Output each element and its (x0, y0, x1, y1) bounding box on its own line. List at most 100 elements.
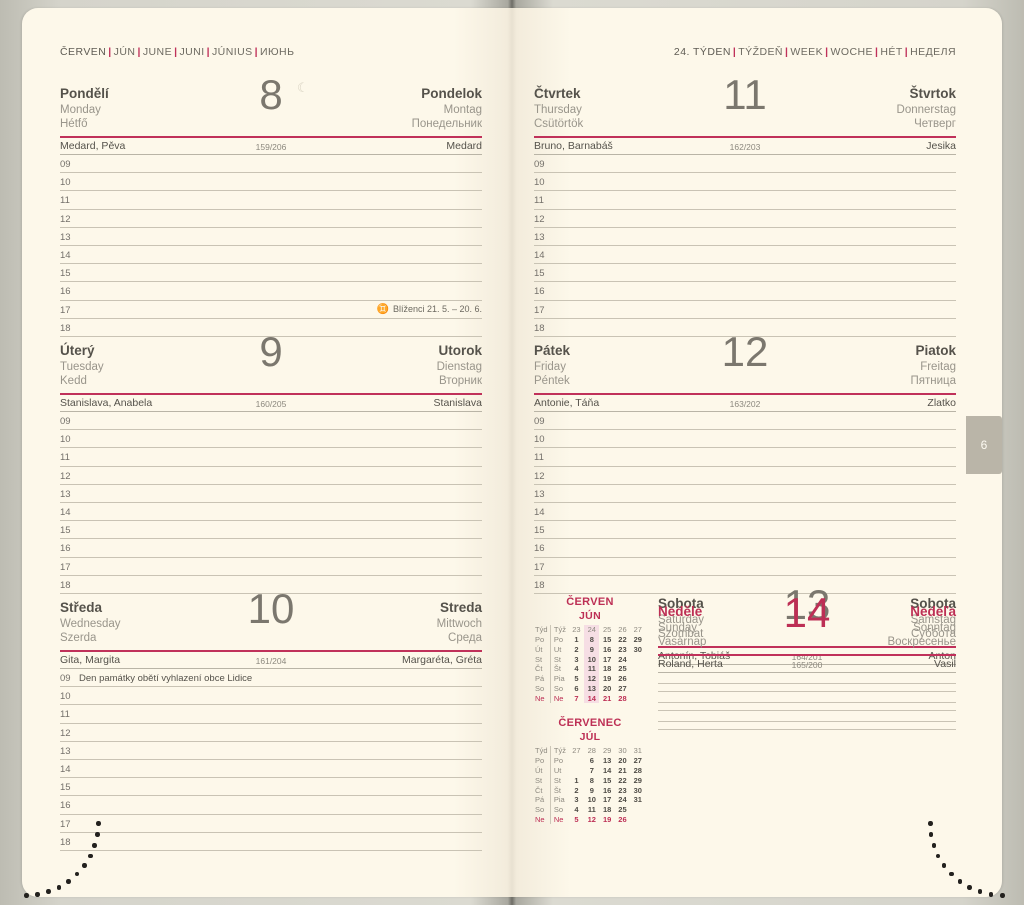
mini-calendar-day[interactable]: 19 (602, 814, 612, 824)
mini-calendar-day[interactable]: 21 (618, 765, 627, 775)
mini-calendar-day[interactable]: 24 (618, 795, 627, 805)
mini-calendar-day[interactable]: 27 (618, 683, 627, 693)
mini-calendar-day[interactable]: 31 (633, 795, 642, 805)
hour-row-12[interactable]: 12 (60, 467, 482, 485)
hour-row-11[interactable]: 11 (534, 191, 956, 210)
mini-calendar-day[interactable]: 24 (618, 654, 627, 664)
month-tab-6[interactable]: 6 (966, 416, 1002, 474)
hour-row-18[interactable]: 18 (60, 319, 482, 337)
hour-row-14[interactable]: 14 (60, 246, 482, 265)
mini-calendar-day[interactable]: 29 (633, 635, 642, 645)
hour-row-17[interactable]: 17 (534, 558, 956, 576)
mini-calendar-day[interactable]: 3 (574, 795, 579, 805)
mini-calendar-day[interactable]: 20 (618, 756, 627, 766)
mini-calendar-day[interactable]: 25 (618, 664, 627, 674)
mini-calendar-day[interactable]: 14 (584, 693, 600, 704)
mini-calendar-day[interactable]: 9 (589, 785, 594, 795)
hour-row-16[interactable]: 16 (60, 539, 482, 558)
hour-row-15[interactable]: 15 (534, 264, 956, 283)
mini-calendar-day[interactable]: 8 (589, 775, 594, 785)
mini-calendar-day[interactable]: 18 (602, 664, 612, 674)
mini-calendar-day[interactable]: 12 (584, 673, 600, 684)
hour-row-12[interactable]: 12 (534, 467, 956, 485)
mini-calendar-day[interactable]: 26 (618, 674, 627, 684)
hour-row-10[interactable]: 10 (60, 430, 482, 449)
mini-calendar-day[interactable]: 3 (574, 654, 579, 664)
mini-calendar-day[interactable]: 22 (618, 635, 627, 645)
mini-calendar-day[interactable]: 16 (602, 785, 612, 795)
mini-calendar-day[interactable] (630, 664, 645, 674)
hour-row-10[interactable]: 10 (60, 173, 482, 192)
mini-calendar-day[interactable]: 30 (633, 644, 642, 654)
mini-calendar-day[interactable]: 23 (618, 644, 627, 654)
mini-calendar-day[interactable]: 4 (574, 664, 579, 674)
hour-row-11[interactable]: 11 (60, 705, 482, 724)
hour-row-13[interactable]: 13 (60, 485, 482, 503)
mini-calendar-day[interactable]: 13 (602, 756, 612, 766)
writing-line[interactable] (658, 673, 956, 692)
mini-calendar-day[interactable] (630, 674, 645, 684)
mini-calendar-day[interactable]: 15 (602, 635, 612, 645)
hour-row-15[interactable]: 15 (60, 521, 482, 540)
hour-row-18[interactable]: 18 (534, 319, 956, 337)
hour-row-18[interactable]: 18 (60, 576, 482, 594)
mini-calendar-day[interactable] (630, 654, 645, 664)
mini-calendar-day[interactable]: 5 (574, 814, 579, 824)
mini-calendar-day[interactable]: 13 (584, 683, 600, 694)
mini-calendar-day[interactable]: 20 (602, 683, 612, 693)
hour-row-15[interactable]: 15 (60, 778, 482, 797)
mini-calendar-day[interactable]: 22 (618, 775, 627, 785)
mini-calendar-day[interactable] (630, 684, 645, 694)
hour-row-16[interactable]: 16 (60, 796, 482, 815)
hour-row-17[interactable]: 17 ♊ Blíženci 21. 5. – 20. 6. (60, 301, 482, 319)
mini-calendar-day[interactable]: 27 (633, 756, 642, 766)
mini-calendar-day[interactable]: 9 (584, 644, 600, 655)
hour-row-14[interactable]: 14 (534, 503, 956, 522)
mini-calendar-day[interactable] (569, 766, 584, 776)
hour-row-13[interactable]: 13 (534, 485, 956, 503)
mini-calendar-day[interactable]: 10 (584, 654, 600, 664)
mini-calendar-day[interactable]: 18 (602, 805, 612, 815)
hour-row-09[interactable]: 09 (534, 412, 956, 431)
writing-line[interactable] (658, 703, 956, 722)
hour-row-09[interactable]: 09 (534, 155, 956, 174)
hour-row-10[interactable]: 10 (60, 687, 482, 706)
writing-line[interactable] (658, 665, 956, 684)
mini-calendar-day[interactable]: 19 (602, 674, 612, 684)
hour-row-17[interactable]: 17 (534, 301, 956, 319)
mini-calendar-day[interactable]: 14 (602, 765, 612, 775)
mini-calendar-day[interactable]: 5 (574, 674, 579, 684)
mini-calendar-day[interactable]: 26 (618, 814, 627, 824)
mini-calendar-day[interactable]: 6 (589, 756, 594, 766)
hour-row-12[interactable]: 12 (60, 210, 482, 228)
hour-row-18[interactable]: 18 (60, 833, 482, 851)
mini-calendar-day[interactable]: 30 (633, 785, 642, 795)
mini-calendar-day[interactable]: 25 (618, 805, 627, 815)
mini-calendar-day[interactable] (569, 756, 584, 766)
hour-row-17[interactable]: 17 (60, 815, 482, 833)
hour-row-16[interactable]: 16 (60, 282, 482, 301)
mini-calendar-day[interactable]: 21 (602, 693, 612, 703)
hour-row-14[interactable]: 14 (60, 760, 482, 779)
hour-row-13[interactable]: 13 (60, 742, 482, 760)
mini-calendar-day[interactable]: 28 (618, 693, 627, 703)
writing-line[interactable] (658, 692, 956, 711)
writing-line[interactable] (658, 711, 956, 730)
mini-calendar-day[interactable]: 12 (587, 814, 596, 824)
hour-row-12[interactable]: 12 (60, 724, 482, 742)
hour-row-09[interactable]: 09 Den památky obětí vyhlazení obce Lidic… (60, 669, 482, 688)
hour-row-15[interactable]: 15 (60, 264, 482, 283)
mini-calendar-day[interactable]: 1 (574, 635, 579, 645)
hour-row-10[interactable]: 10 (534, 430, 956, 449)
mini-calendar-day[interactable]: 10 (587, 795, 596, 805)
hour-row-15[interactable]: 15 (534, 521, 956, 540)
mini-calendar-day[interactable]: 15 (602, 775, 612, 785)
mini-calendar-day[interactable]: 16 (602, 644, 612, 654)
mini-calendar-day[interactable]: 17 (602, 654, 612, 664)
mini-calendar-day[interactable]: 23 (618, 785, 627, 795)
mini-calendar-day[interactable]: 8 (584, 634, 600, 645)
mini-calendar-day[interactable]: 7 (589, 765, 594, 775)
mini-calendar-day[interactable] (630, 693, 645, 703)
mini-calendar-day[interactable] (630, 805, 645, 815)
mini-calendar-day[interactable]: 11 (587, 805, 596, 815)
